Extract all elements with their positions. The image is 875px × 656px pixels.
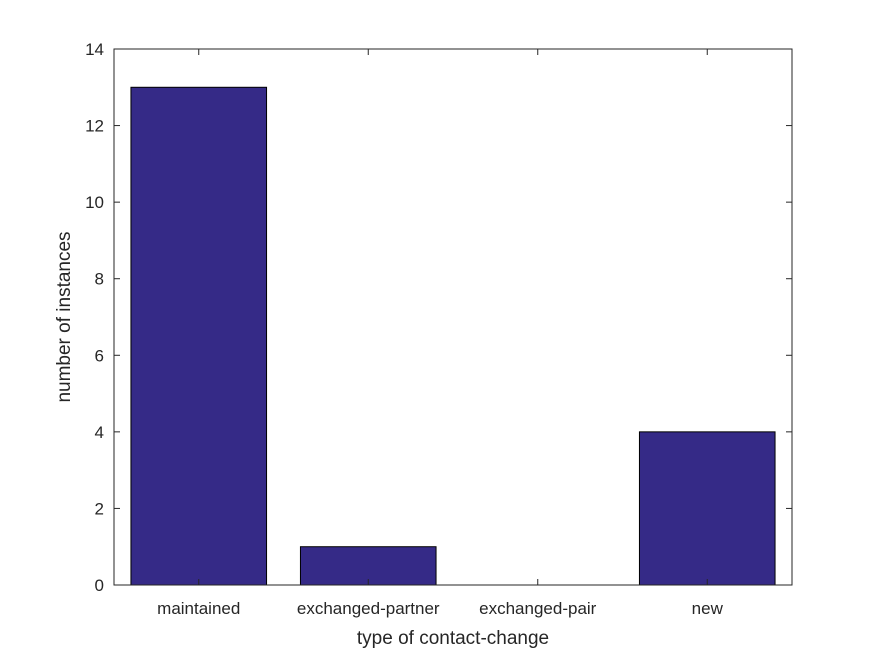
bar-new	[638, 431, 776, 586]
x-tick-label: new	[692, 599, 724, 618]
bar-exchanged-partner	[299, 546, 437, 586]
x-tick-label: exchanged-partner	[297, 599, 440, 618]
y-tick-label: 2	[95, 499, 104, 518]
y-axis-label: number of instances	[54, 231, 75, 402]
y-tick-label: 8	[95, 270, 104, 289]
x-axis-label: type of contact-change	[357, 628, 549, 649]
y-tick-label: 10	[85, 193, 104, 212]
y-tick-label: 0	[95, 576, 104, 595]
bar-maintained	[130, 86, 268, 586]
y-tick-label: 6	[95, 346, 104, 365]
y-tick-label: 14	[85, 40, 104, 59]
x-tick-label: maintained	[157, 599, 240, 618]
x-tick-label: exchanged-pair	[479, 599, 597, 618]
axes-box	[113, 48, 793, 586]
y-tick-label: 4	[95, 423, 104, 442]
y-tick-label: 12	[85, 117, 104, 136]
